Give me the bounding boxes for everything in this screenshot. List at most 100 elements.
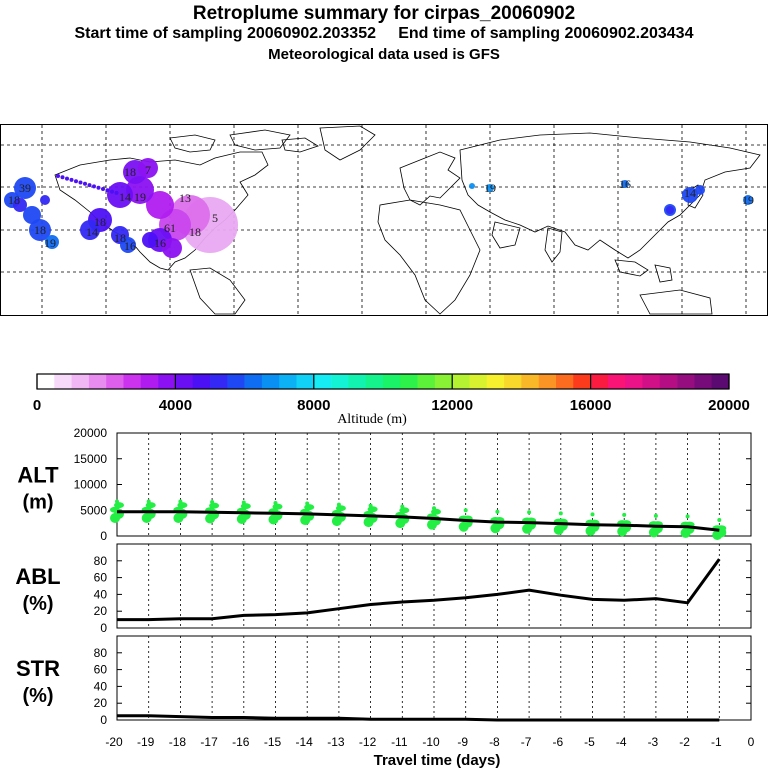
met-data-note: Meteorological data used is GFS (268, 46, 500, 63)
plume-trajectory-dot (56, 174, 60, 178)
plume-label: 14 (86, 225, 98, 239)
plume-marker (40, 195, 50, 205)
alt-particle-marker (115, 499, 119, 504)
colorbar-cell (556, 374, 574, 389)
x-tick-label: -4 (616, 735, 627, 749)
plume-label: 5 (212, 211, 218, 225)
colorbar-tick-label: 16000 (570, 397, 612, 414)
plume-label: 18 (189, 225, 201, 239)
x-tick-label: -15 (264, 735, 282, 749)
colorbar-cell (504, 374, 522, 389)
alt-particle-marker (399, 507, 410, 514)
alt-particle-marker (717, 518, 722, 523)
y-tick-label: 60 (94, 571, 108, 585)
plume-trajectory-dot (114, 190, 119, 195)
colorbar-cell (54, 374, 72, 389)
y-tick-label: 20 (94, 604, 108, 618)
plume-label: 7 (145, 163, 151, 177)
plume-trajectory-dot (92, 184, 96, 189)
y-tick-label: 0 (100, 621, 107, 635)
alt-particle-marker (527, 510, 532, 515)
colorbar-cell (659, 374, 678, 389)
series-line-str (117, 714, 720, 722)
x-tick-label: -17 (200, 735, 218, 749)
alt-particle-marker (114, 502, 124, 509)
alt-particle-marker (305, 501, 310, 506)
colorbar-cell (573, 374, 591, 389)
plume-marker (695, 185, 705, 195)
alt-particle-marker (653, 513, 658, 518)
x-tick-label: -5 (584, 735, 595, 749)
alt-particle-marker (590, 512, 595, 517)
x-tick-label: 0 (748, 735, 755, 749)
colorbar-cell (400, 374, 418, 389)
plume-label: 18 (94, 215, 106, 229)
x-tick-label: -18 (169, 735, 187, 749)
x-tick-label: -19 (137, 735, 155, 749)
colorbar-cell (296, 374, 315, 389)
y-tick-label: 10000 (74, 478, 108, 492)
alt-particle-marker (273, 501, 278, 506)
colorbar-cell (625, 374, 643, 389)
plume-marker (14, 177, 36, 199)
x-tick-label: -2 (679, 735, 690, 749)
colorbar-cell (175, 374, 193, 389)
panel-ylabel: ALT (17, 463, 59, 488)
y-tick-label: 5000 (80, 503, 107, 517)
alt-particle-marker (145, 502, 156, 509)
x-tick-label: -8 (489, 735, 500, 749)
plume-label: 19 (742, 193, 754, 207)
alt-particle-marker (272, 503, 283, 510)
colorbar-cell (227, 374, 245, 389)
y-tick-label: 20 (94, 696, 108, 710)
colorbar-cell (590, 374, 609, 389)
plume-marker (138, 158, 158, 178)
y-tick-label: 80 (94, 646, 108, 660)
colorbar-tick-label: 20000 (708, 397, 750, 414)
colorbar-cell (417, 374, 436, 389)
colorbar-cell (348, 374, 366, 389)
colorbar-cell (37, 374, 55, 389)
colorbar-cell (677, 374, 695, 389)
plume-label: 14 (684, 186, 696, 200)
colorbar-cell (434, 374, 453, 389)
x-tick-label: -13 (327, 735, 345, 749)
y-tick-label: 40 (94, 587, 108, 601)
panel-str: 80 60 40 20 0 STR (%) (16, 635, 752, 727)
plume-trajectory-dot (105, 188, 110, 193)
y-tick-label: 15000 (74, 452, 108, 466)
plume-trajectory-dot (96, 185, 101, 190)
plume-trajectory-dot (74, 179, 78, 184)
alt-particle-marker (241, 500, 246, 505)
alt-particle-marker (495, 509, 500, 514)
plume-marker (162, 238, 182, 258)
colorbar-cell (365, 374, 384, 389)
plume-marker (682, 187, 698, 203)
alt-particle-marker (558, 511, 563, 516)
alt-particle-marker (210, 500, 215, 505)
colorbar-tick-label: 12000 (431, 397, 473, 414)
plume-trajectory-dot (69, 177, 74, 182)
page-title: Retroplume summary for cirpas_20060902 (192, 3, 576, 24)
colorbar-cell (521, 374, 539, 389)
plume-label: 18 (124, 165, 136, 179)
plume-trajectory-dot (60, 175, 65, 180)
colorbar-cell (106, 374, 124, 389)
y-tick-label: 80 (94, 554, 108, 568)
plume-label: 18 (34, 223, 46, 237)
colorbar-cell (538, 374, 557, 389)
colorbar-cell (88, 374, 107, 389)
colorbar-cell (279, 374, 297, 389)
plume-marker (107, 182, 133, 208)
plume-label: 39 (19, 181, 31, 195)
map-frame (0, 124, 768, 316)
plume-marker (120, 237, 136, 253)
plume-marker (666, 206, 674, 214)
panel-ylabel: ABL (15, 564, 60, 589)
plume-trajectory-dot (78, 180, 83, 185)
x-tick-label: -9 (457, 735, 468, 749)
alt-particle-marker (240, 503, 251, 510)
alt-particle-marker (178, 499, 183, 504)
